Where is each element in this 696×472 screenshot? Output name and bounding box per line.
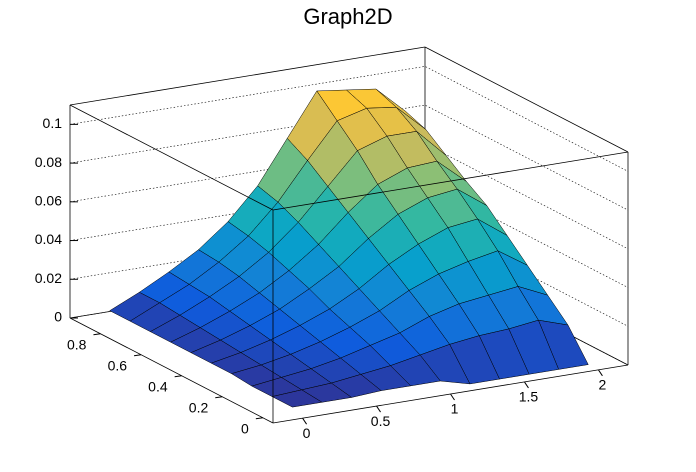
x-tick xyxy=(450,393,455,401)
y-tick-label: 0.6 xyxy=(108,357,128,373)
y-tick xyxy=(215,396,223,399)
grid-line xyxy=(69,104,629,211)
box-edge xyxy=(69,104,274,211)
y-tick-label: 0.4 xyxy=(148,378,168,394)
x-tick xyxy=(302,417,307,425)
y-tick xyxy=(93,333,101,336)
x-tick-label: 0 xyxy=(303,425,311,441)
grid-line xyxy=(69,66,629,172)
box-edge xyxy=(424,46,629,153)
grid-line xyxy=(69,182,629,288)
z-tick-label: 0.08 xyxy=(35,154,62,170)
z-tick-label: 0.02 xyxy=(35,270,62,286)
z-tick-label: 0.1 xyxy=(43,115,63,131)
y-tick-label: 0.8 xyxy=(67,336,87,352)
surface-cell xyxy=(271,389,323,408)
y-tick xyxy=(255,417,263,420)
x-tick-label: 0.5 xyxy=(371,413,391,429)
y-tick-label: 0 xyxy=(241,420,249,436)
y-tick-label: 0.2 xyxy=(189,399,209,415)
x-tick-label: 1.5 xyxy=(519,389,539,405)
z-tick-label: 0.06 xyxy=(35,193,62,209)
x-tick xyxy=(524,381,529,389)
z-tick-label: 0 xyxy=(54,309,62,325)
x-tick xyxy=(598,369,603,377)
x-tick-label: 1 xyxy=(451,401,459,417)
box-edge xyxy=(272,151,629,211)
y-tick xyxy=(133,354,142,357)
box-edge xyxy=(69,317,274,424)
z-tick-label: 0.04 xyxy=(35,231,62,247)
chart-title: Graph2D xyxy=(303,4,392,29)
grid-line xyxy=(69,143,629,250)
x-tick xyxy=(376,405,381,413)
x-tick-label: 2 xyxy=(599,377,607,393)
y-tick xyxy=(174,375,182,378)
box-edge xyxy=(69,46,426,106)
